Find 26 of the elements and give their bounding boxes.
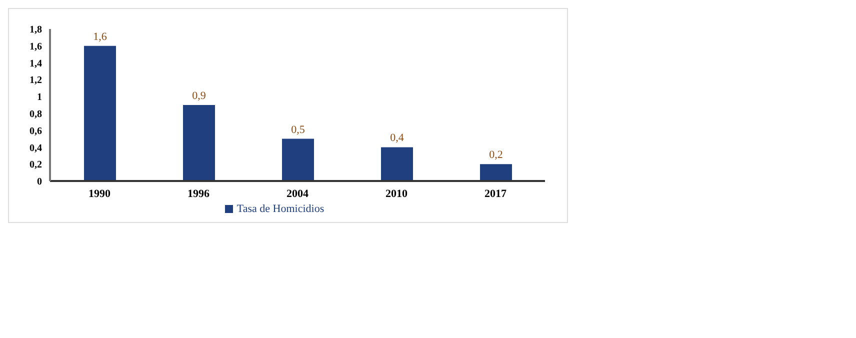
y-tick-label: 1,2 (30, 75, 42, 86)
data-label: 0,5 (291, 124, 306, 136)
y-tick-label: 0,2 (30, 160, 42, 171)
bar (183, 105, 215, 181)
bar (282, 138, 314, 181)
bar (381, 147, 413, 181)
x-tick-label: 1990 (88, 188, 111, 200)
legend-label: Tasa de Homicidios (236, 203, 324, 215)
bar (84, 46, 116, 181)
y-tick-label: 1 (37, 92, 42, 104)
data-label: 0,4 (390, 132, 404, 144)
y-tick-label: 0,8 (30, 108, 42, 120)
x-tick-label: 2004 (286, 188, 309, 200)
y-tick-label: 1,4 (30, 58, 42, 70)
data-label: 1,6 (93, 30, 108, 43)
x-tick-label: 2010 (386, 188, 408, 200)
bar (480, 164, 512, 181)
x-tick-label: 1996 (188, 188, 210, 200)
data-label: 0,9 (192, 90, 206, 102)
y-tick-label: 0 (37, 176, 42, 188)
y-tick-label: 0,6 (30, 126, 42, 137)
y-tick-label: 0,4 (30, 142, 42, 154)
y-tick-label: 1,8 (30, 24, 42, 36)
y-tick-label: 1,6 (30, 41, 42, 52)
x-tick-label: 2017 (484, 188, 507, 200)
data-label: 0,2 (489, 149, 503, 162)
